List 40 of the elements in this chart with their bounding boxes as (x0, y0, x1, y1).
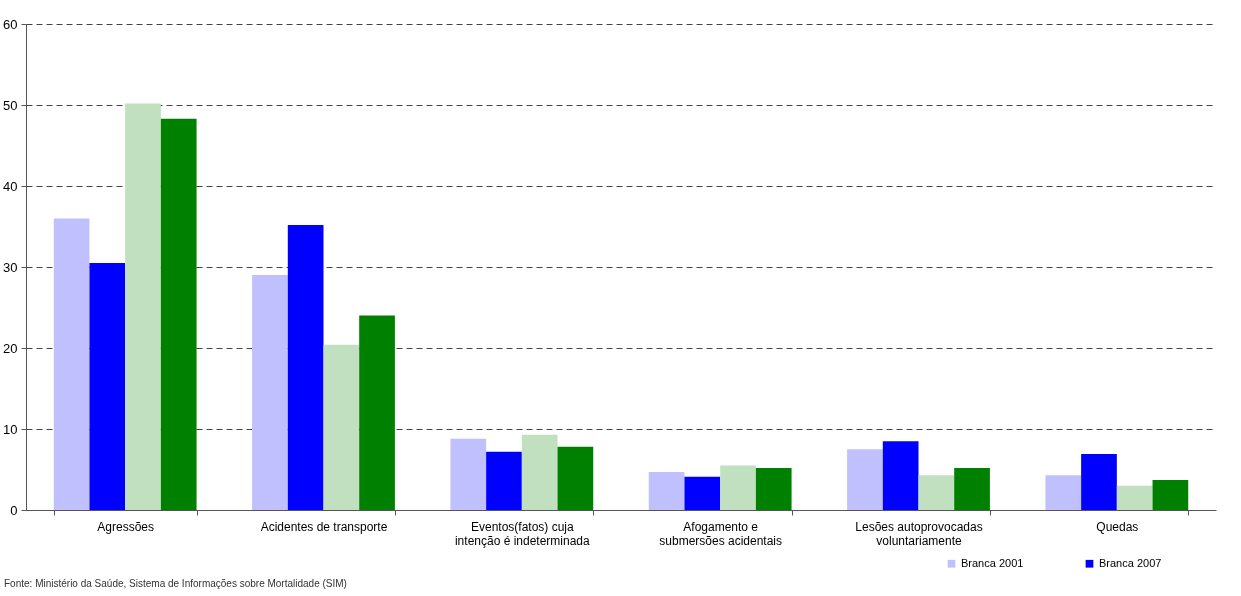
bar (323, 344, 360, 510)
bar (918, 475, 955, 510)
bar (486, 451, 522, 510)
x-tick-label: Quedas (1096, 519, 1139, 534)
bar (755, 467, 792, 510)
bar (125, 103, 161, 510)
bar (882, 441, 919, 510)
legend-label: Branca 2001 (961, 556, 1024, 569)
bar (1081, 454, 1117, 510)
x-tick-label: Lesões autoprovocadas voluntariamente (855, 519, 983, 548)
y-tick-label: 50 (3, 97, 18, 113)
bar (252, 275, 288, 510)
bar (160, 118, 197, 510)
y-tick-label: 10 (3, 421, 18, 437)
y-tick-label: 20 (3, 340, 18, 356)
x-tick-label: Afogamento e submersões acidentais (659, 519, 783, 548)
bar (1045, 475, 1082, 510)
bar (954, 467, 990, 510)
y-tick-label: 40 (3, 178, 18, 194)
bar (720, 465, 756, 510)
bar (89, 262, 126, 510)
bar (557, 446, 594, 510)
x-tick-label: Eventos(fatos) cuja intenção é indeterminada (454, 519, 591, 548)
bar (450, 438, 487, 510)
bar (684, 476, 721, 510)
bar (648, 471, 685, 510)
source-note: Fonte: Ministério da Saúde, Sistema de Informações sobre Mortalidade (SIM) (4, 578, 347, 589)
bar (847, 449, 883, 510)
x-tick-label: Acidentes de transporte (260, 519, 388, 534)
y-tick-label: 30 (3, 259, 18, 275)
y-tick-label: 60 (3, 16, 18, 32)
bar (1152, 480, 1189, 510)
bar (1116, 485, 1153, 510)
bar (287, 224, 324, 510)
bar (359, 315, 395, 510)
legend-label: Branca 2007 (1099, 556, 1162, 569)
bar (53, 218, 90, 510)
y-tick-label: 0 (10, 502, 18, 518)
x-tick-label: Agressões (97, 519, 155, 534)
bar (521, 434, 558, 510)
